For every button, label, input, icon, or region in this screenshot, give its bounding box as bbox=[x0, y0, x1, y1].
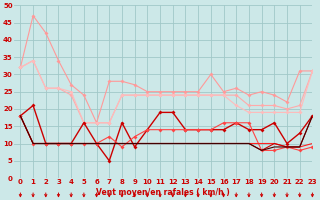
X-axis label: Vent moyen/en rafales ( km/h ): Vent moyen/en rafales ( km/h ) bbox=[96, 188, 230, 197]
